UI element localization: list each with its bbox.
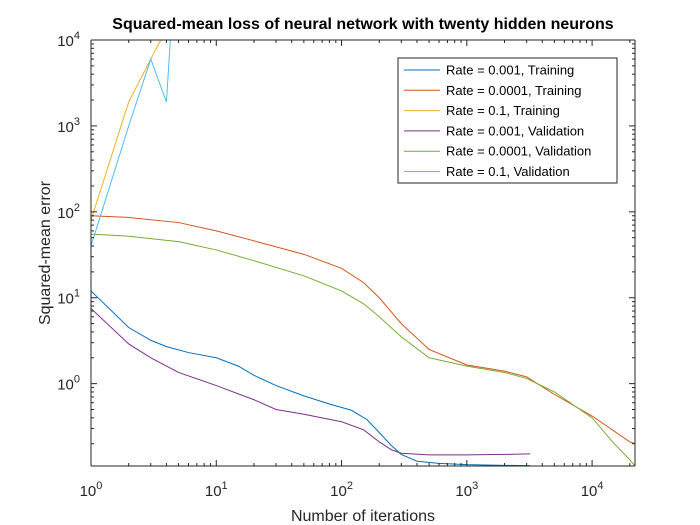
y-tick-label: 102 (57, 202, 80, 222)
legend-label-1: Rate = 0.0001, Training (446, 83, 582, 98)
y-tick-label: 104 (57, 30, 80, 50)
y-axis-label: Squared-mean error (37, 180, 54, 325)
legend-box (397, 57, 618, 184)
legend-label-4: Rate = 0.0001, Validation (446, 144, 591, 159)
series-layer (91, 40, 635, 466)
legend-label-3: Rate = 0.001, Validation (446, 123, 584, 138)
series-line-4 (91, 233, 635, 466)
series-line-5 (91, 40, 171, 247)
legend-label-0: Rate = 0.001, Training (446, 63, 574, 78)
legend-entries: Rate = 0.001, Training Rate = 0.0001, Tra… (404, 63, 591, 179)
chart-title: Squared-mean loss of neural network with… (112, 16, 614, 33)
x-tick-label: 101 (205, 480, 228, 500)
y-tick-label: 103 (57, 116, 80, 136)
series-line-1 (91, 215, 635, 445)
y-ticks: 100 101 102 103 104 (57, 30, 80, 394)
series-line-3 (91, 308, 531, 456)
x-axis-label: Number of iterations (291, 508, 435, 525)
y-tick-label: 100 (57, 374, 80, 394)
legend-label-5: Rate = 0.1, Validation (446, 164, 570, 179)
series-line-2 (91, 40, 162, 221)
x-tick-label: 103 (455, 480, 478, 500)
x-tick-label: 102 (330, 480, 353, 500)
legend-label-2: Rate = 0.1, Training (446, 103, 560, 118)
x-tick-label: 100 (80, 480, 103, 500)
series-line-0 (91, 290, 531, 466)
axes-layer (90, 39, 636, 467)
x-tick-label: 104 (581, 480, 604, 500)
y-tick-label: 101 (57, 288, 80, 308)
x-ticks: 100 101 102 103 104 (80, 480, 604, 500)
legend: Rate = 0.001, Training Rate = 0.0001, Tra… (397, 57, 618, 184)
